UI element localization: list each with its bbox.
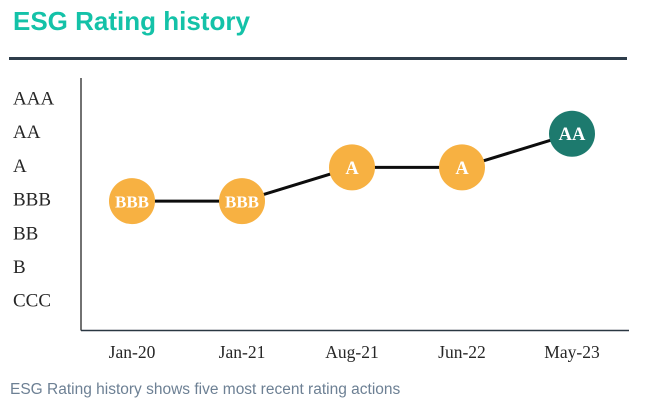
chart-caption: ESG Rating history shows five most recen… — [10, 381, 401, 398]
y-axis-tick-label: B — [13, 257, 26, 278]
y-axis-tick-label: AA — [13, 122, 41, 143]
x-axis-tick-label: Aug-21 — [325, 342, 378, 362]
rating-marker — [219, 178, 265, 225]
page-title: ESG Rating history — [13, 6, 250, 36]
x-axis-tick-label: Jan-21 — [219, 342, 266, 362]
rating-marker-label: BBB — [115, 193, 149, 212]
x-axis-tick-label: May-23 — [544, 342, 600, 362]
y-axis-tick-label: BBB — [13, 190, 51, 211]
y-axis-tick-label: AAA — [13, 89, 54, 110]
rating-marker — [439, 144, 485, 191]
y-axis-tick-label: CCC — [13, 291, 51, 312]
y-axis-tick-label: A — [13, 156, 27, 177]
rating-marker-label: AA — [559, 125, 586, 145]
rating-marker — [549, 110, 595, 157]
rating-marker — [109, 178, 155, 225]
y-axis-tick-label: BB — [13, 223, 38, 244]
title-divider — [9, 57, 627, 60]
rating-marker-label: BBB — [225, 193, 259, 212]
rating-marker — [329, 144, 375, 191]
x-axis-tick-label: Jan-20 — [109, 342, 156, 362]
rating-marker-label: A — [455, 159, 469, 179]
rating-marker-label: A — [345, 159, 359, 179]
x-axis-tick-label: Jun-22 — [438, 342, 486, 362]
